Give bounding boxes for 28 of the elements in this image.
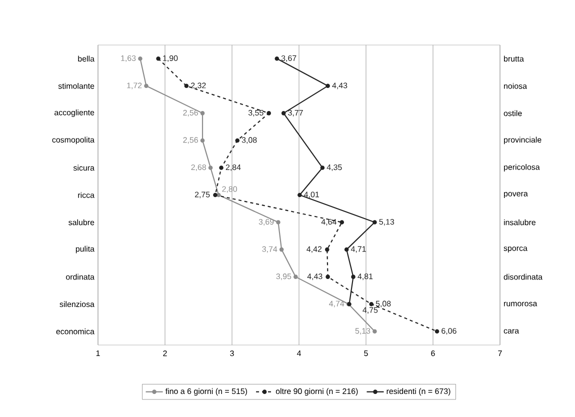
point <box>326 84 330 88</box>
point <box>274 56 280 61</box>
point <box>235 138 240 143</box>
point <box>156 56 160 61</box>
point <box>219 166 224 170</box>
point <box>213 192 218 198</box>
point <box>276 220 280 224</box>
point <box>320 166 325 170</box>
point <box>340 220 344 224</box>
point <box>324 247 330 252</box>
point <box>351 274 356 279</box>
point <box>372 329 377 334</box>
point <box>138 56 142 61</box>
point <box>434 329 440 334</box>
point <box>294 274 298 279</box>
point <box>369 302 374 306</box>
point <box>184 84 189 88</box>
point <box>208 166 213 170</box>
point <box>298 192 302 198</box>
point <box>344 247 349 252</box>
point <box>372 220 377 224</box>
point <box>144 84 148 88</box>
point <box>279 247 284 252</box>
point <box>326 274 330 279</box>
point <box>200 138 205 143</box>
point <box>281 111 286 116</box>
point <box>266 111 271 116</box>
point <box>200 111 205 116</box>
